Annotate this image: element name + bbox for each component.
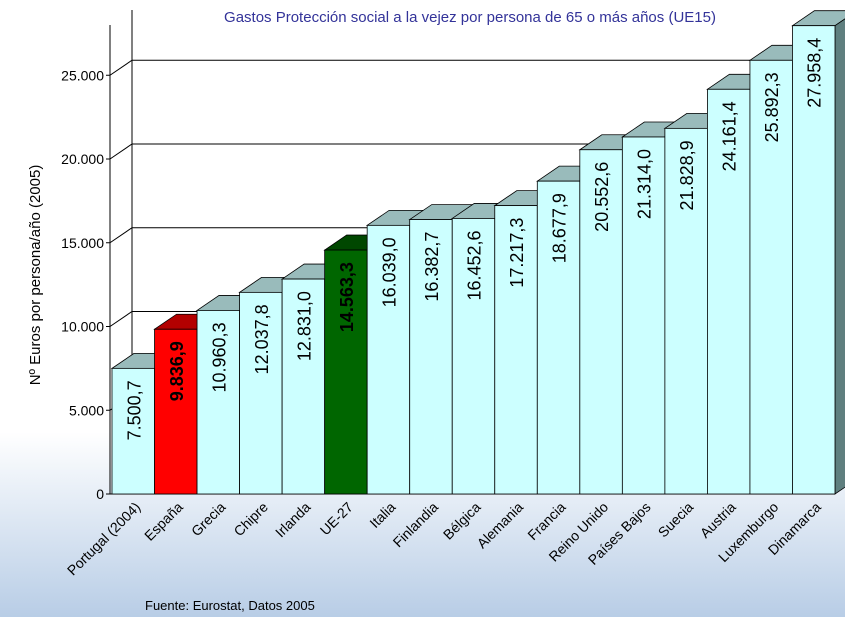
bar (579, 149, 623, 495)
value-label: 27.958,4 (805, 38, 825, 108)
bar (536, 180, 581, 495)
y-tick-label: 25.000 (61, 67, 104, 83)
value-label: 10.960,3 (209, 322, 229, 392)
value-label: 20.552,6 (592, 162, 612, 232)
value-label: 24.161,4 (720, 101, 740, 171)
bar (324, 249, 368, 495)
bar (664, 127, 708, 495)
chart-title: Gastos Protección social a la vejez por … (224, 9, 716, 26)
value-label: 21.314,0 (635, 149, 655, 219)
source: Fuente: Eurostat, Datos 2005 (145, 598, 315, 613)
bar (366, 224, 411, 495)
bar-side (834, 18, 845, 495)
value-label: 12.831,0 (294, 291, 314, 361)
value-label: 16.039,0 (379, 237, 399, 307)
bar (621, 136, 666, 495)
bar (451, 218, 496, 495)
y-axis-label: Nº Euros por persona/año (2005) (27, 165, 44, 386)
bar (196, 310, 240, 495)
y-tick-label: 15.000 (61, 235, 104, 251)
y-tick-label: 20.000 (61, 151, 104, 167)
value-label: 25.892,3 (762, 72, 782, 142)
value-label: 12.037,8 (252, 304, 272, 374)
bar (792, 25, 836, 495)
value-label: 7.500,7 (124, 380, 144, 440)
value-label: 9.836,9 (167, 341, 187, 401)
grid-line (109, 59, 835, 76)
value-label: 16.452,6 (465, 230, 485, 300)
value-label: 16.382,7 (422, 232, 442, 302)
bar (111, 367, 155, 495)
value-label: 17.217,3 (507, 218, 527, 288)
bar (494, 205, 538, 495)
y-tick-label: 5.000 (69, 402, 104, 418)
bar (154, 328, 198, 495)
bar (281, 278, 326, 495)
bar (409, 219, 453, 495)
y-tick-label: 10.000 (61, 319, 104, 335)
value-label: 14.563,3 (337, 262, 357, 332)
bar (749, 59, 793, 495)
value-label: 21.828,9 (677, 140, 697, 210)
bar (707, 88, 751, 495)
value-label: 18.677,9 (550, 193, 570, 263)
y-tick-label: 0 (96, 486, 104, 502)
